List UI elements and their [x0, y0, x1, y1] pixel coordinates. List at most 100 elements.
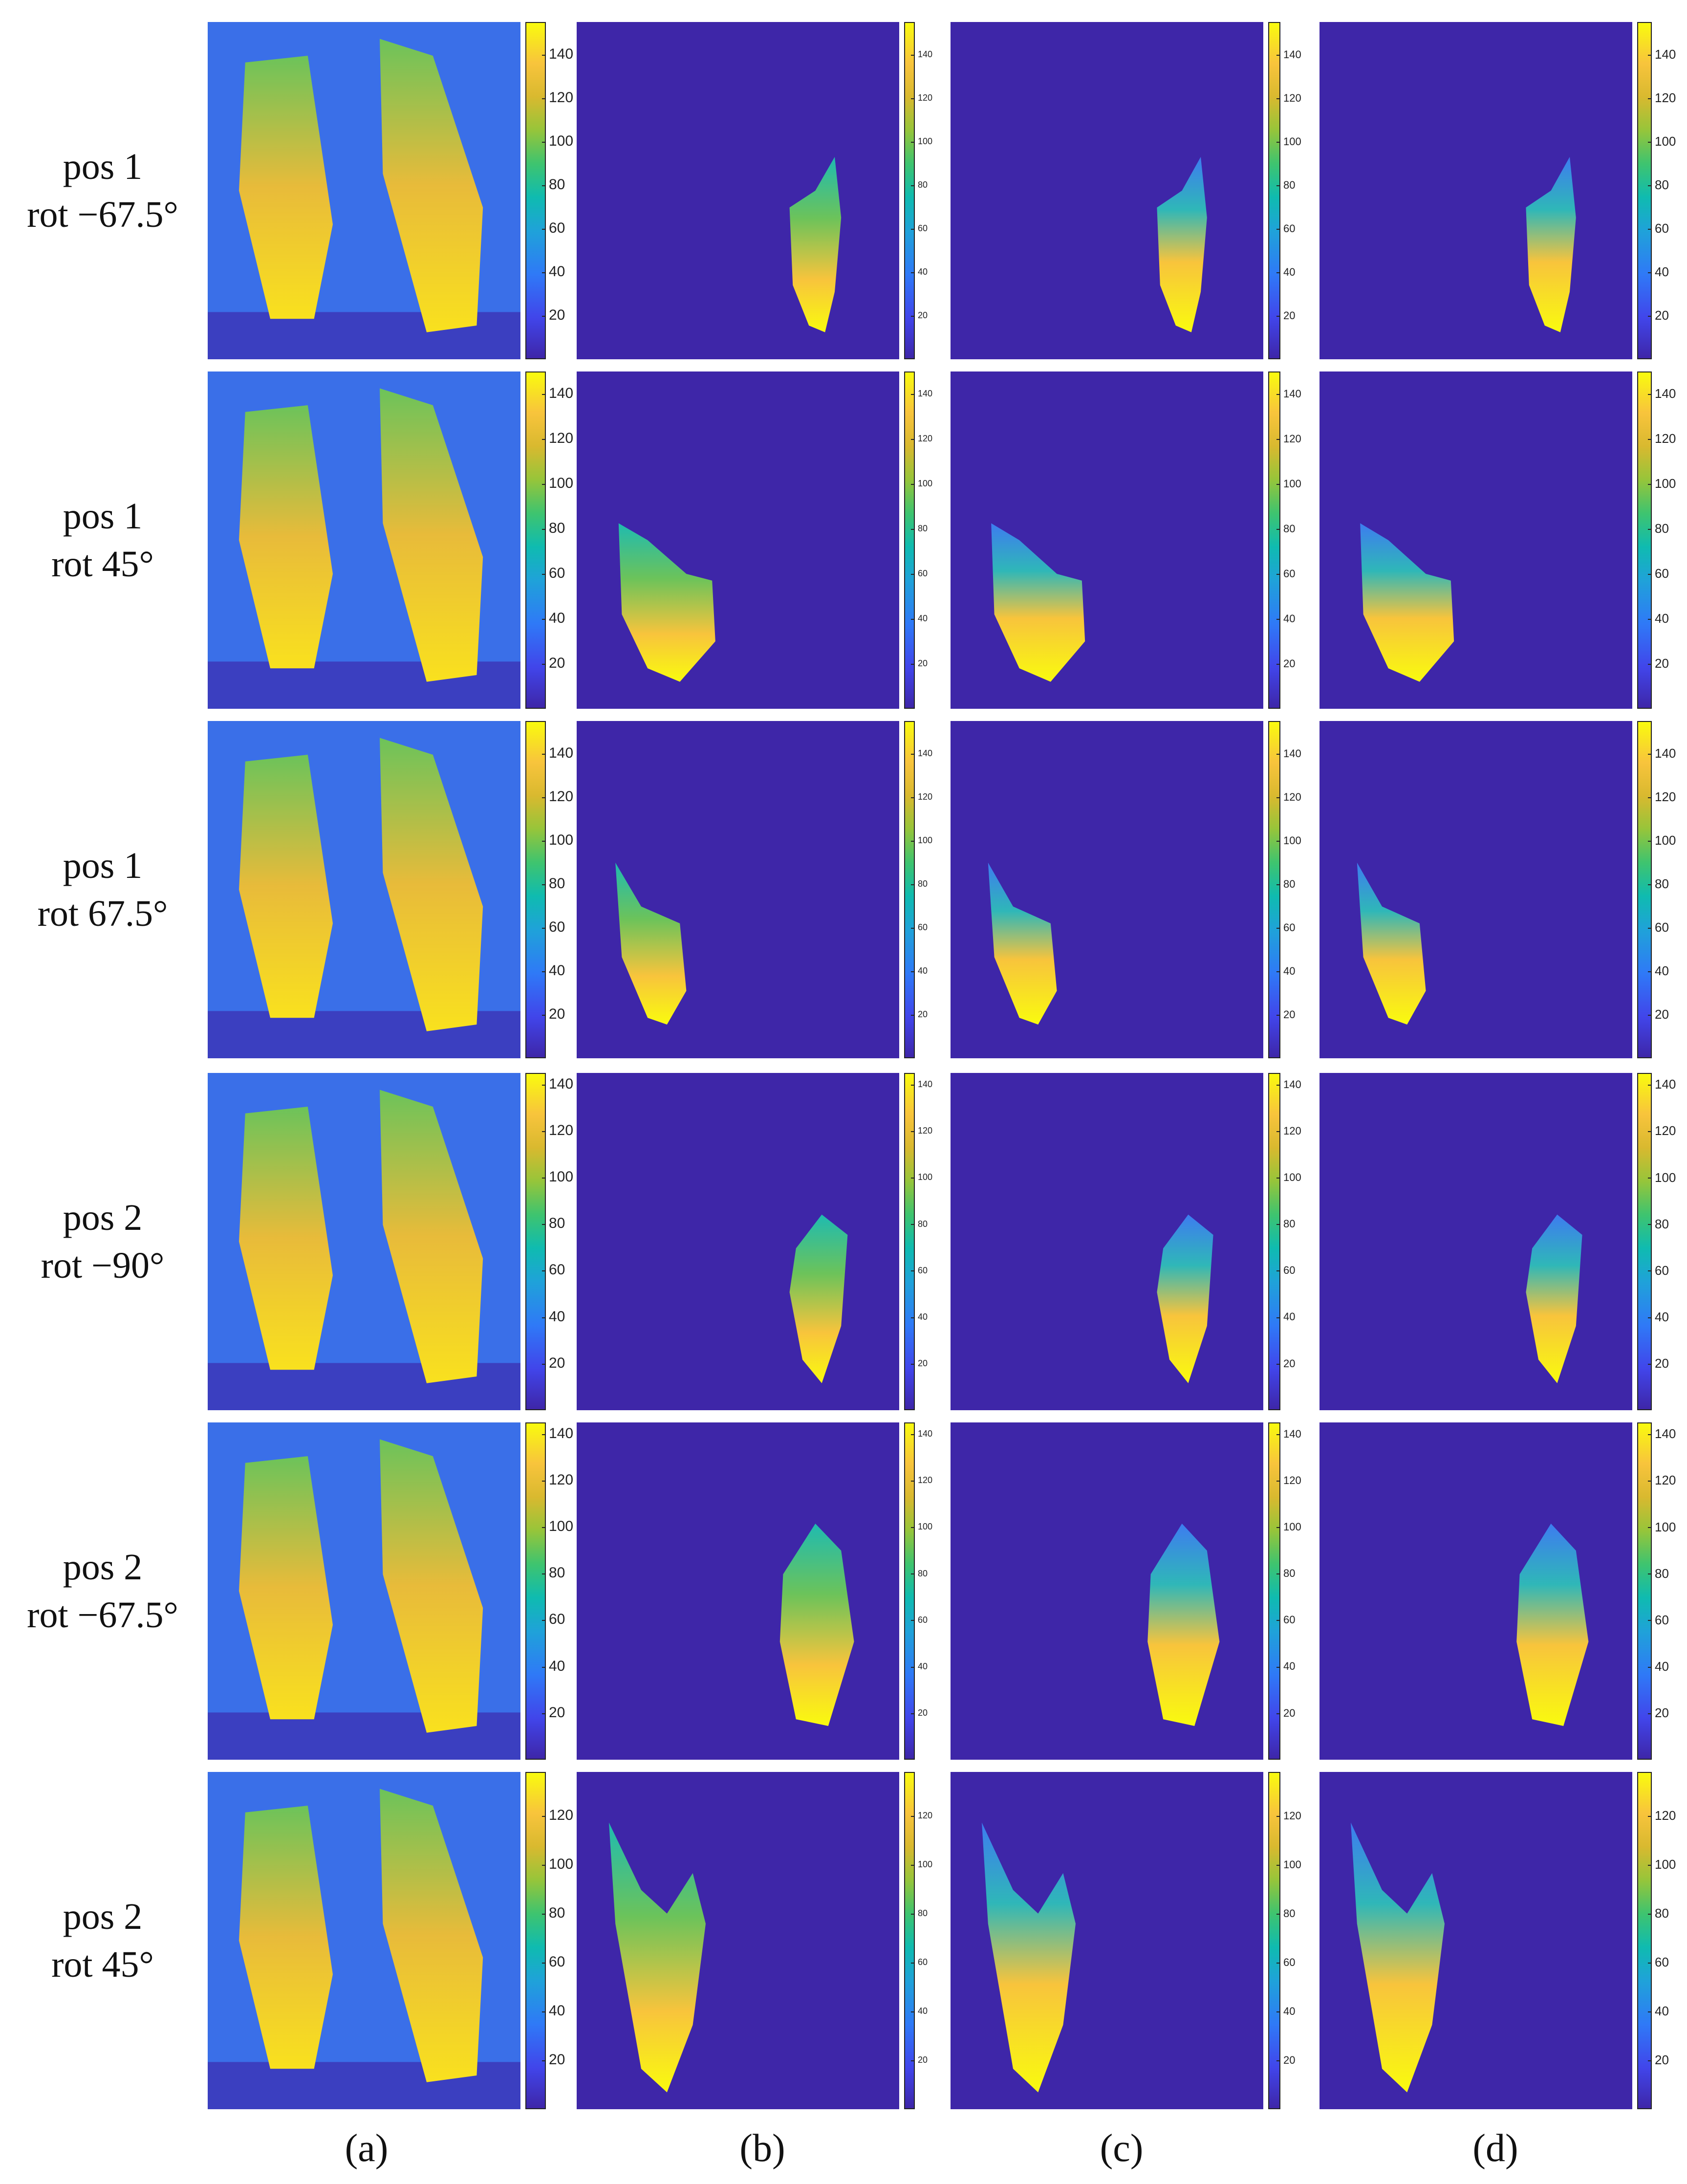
colorbar-tick-label: 120 — [1283, 790, 1301, 803]
colorbar-tick-label: 20 — [918, 2055, 928, 2065]
colorbar-tick-mark — [542, 185, 546, 186]
segmented-region — [988, 862, 1057, 1025]
colorbar-tick-label: 60 — [1655, 566, 1669, 581]
colorbar-tick-label: 20 — [1283, 1008, 1296, 1021]
colorbar-tick-mark — [1276, 574, 1280, 575]
colorbar-tick-label: 140 — [1283, 747, 1301, 760]
row-label-rotation: rot 45° — [51, 1944, 154, 1985]
colorbar-tick-label: 120 — [1283, 432, 1301, 445]
colorbar-tick-label: 120 — [1655, 789, 1676, 805]
colorbar-tick-mark — [542, 1620, 546, 1621]
panel-a — [208, 721, 520, 1058]
colorbar-tick-mark — [911, 529, 915, 530]
colorbar-tick-mark — [542, 1270, 546, 1272]
panel-c — [951, 721, 1263, 1058]
colorbar-tick-mark — [542, 1224, 546, 1225]
colorbar-tick-mark — [1276, 1084, 1280, 1086]
colorbar-tick-label: 60 — [918, 922, 928, 933]
colorbar-tick-mark — [911, 439, 915, 440]
colorbar-tick-label: 80 — [918, 1568, 928, 1578]
colorbar-tick-mark — [911, 272, 915, 273]
colorbar — [904, 1073, 915, 1410]
colorbar-tick-label: 140 — [918, 1428, 933, 1439]
colorbar-tick-label: 40 — [1283, 1310, 1296, 1323]
row-label: pos 1 rot −67.5° — [0, 143, 205, 239]
colorbar-tick-mark — [1648, 1816, 1652, 1817]
colorbar-tick-mark — [1648, 315, 1652, 317]
colorbar-tick-mark — [911, 797, 915, 798]
colorbar-tick-mark — [1276, 1014, 1280, 1016]
colorbar-tick-label: 20 — [1655, 1356, 1669, 1371]
colorbar-tick-label: 100 — [1283, 135, 1301, 148]
colorbar-tick-label: 20 — [549, 1005, 565, 1022]
colorbar-tick-mark — [542, 529, 546, 530]
colorbar-tick-label: 40 — [1655, 1310, 1669, 1325]
colorbar-tick-label: 140 — [549, 1425, 574, 1441]
colorbar-tick-label: 20 — [1283, 1706, 1296, 1719]
colorbar-tick-mark — [911, 840, 915, 842]
colorbar-tick-label: 40 — [918, 966, 928, 976]
colorbar-tick-mark — [911, 54, 915, 56]
colorbar-tick-label: 80 — [918, 1908, 928, 1919]
colorbar-tick-label: 140 — [1655, 386, 1676, 401]
colorbar-tick-label: 60 — [1283, 1264, 1296, 1277]
panel-b — [577, 371, 899, 709]
colorbar-tick-label: 140 — [1655, 746, 1676, 761]
colorbar-tick-mark — [542, 753, 546, 755]
colorbar — [1268, 721, 1280, 1058]
colorbar-tick-mark — [1648, 1317, 1652, 1318]
segmented-region — [1157, 1214, 1213, 1383]
segmented-region — [991, 523, 1085, 682]
colorbar-tick-mark — [1276, 1131, 1280, 1132]
colorbar-tick-label: 120 — [1283, 1474, 1301, 1486]
colorbar-tick-mark — [1648, 1713, 1652, 1714]
colorbar-tick-label: 60 — [549, 918, 565, 935]
segmented-region — [1351, 1822, 1445, 2093]
colorbar-tick-label: 120 — [1283, 1809, 1301, 1822]
colorbar-tick-mark — [911, 1527, 915, 1529]
colorbar-tick-mark — [1648, 1573, 1652, 1575]
colorbar-tick-label: 60 — [549, 1954, 565, 1970]
colorbar-tick-mark — [1276, 1816, 1280, 1817]
panel-b — [577, 22, 899, 359]
row-label-rotation: rot 67.5° — [37, 893, 168, 934]
colorbar-tick-mark — [1648, 1865, 1652, 1866]
colorbar-tick-mark — [1648, 1527, 1652, 1529]
colorbar-tick-mark — [911, 1178, 915, 1179]
colorbar-tick-mark — [542, 1317, 546, 1318]
colorbar-tick-label: 120 — [1655, 1473, 1676, 1488]
colorbar-tick-label: 20 — [1283, 309, 1296, 322]
colorbar-tick-label: 40 — [1283, 265, 1296, 278]
colorbar-tick-label: 60 — [549, 565, 565, 581]
colorbar-tick-label: 40 — [1655, 2004, 1669, 2019]
colorbar-tick-label: 80 — [549, 1215, 565, 1232]
colorbar-tick-mark — [542, 141, 546, 143]
colorbar-tick-label: 100 — [918, 136, 933, 147]
colorbar-tick-label: 100 — [549, 132, 574, 149]
segmented-region — [789, 1214, 848, 1383]
colorbar-tick-label: 120 — [1655, 431, 1676, 446]
colorbar-tick-label: 140 — [1283, 387, 1301, 400]
colorbar-tick-mark — [1648, 1914, 1652, 1915]
colorbar-tick-mark — [911, 1224, 915, 1225]
colorbar-tick-mark — [1648, 797, 1652, 798]
colorbar-tick-mark — [1648, 619, 1652, 620]
colorbar-tick-mark — [1276, 1434, 1280, 1435]
segmented-region — [779, 1524, 854, 1726]
colorbar-tick-label: 120 — [549, 430, 574, 446]
colorbar-tick-label: 80 — [1283, 1907, 1296, 1920]
colorbar-tick-mark — [1648, 971, 1652, 972]
colorbar-tick-label: 100 — [549, 831, 574, 848]
colorbar-tick-label: 40 — [918, 1311, 928, 1322]
colorbar-tick-mark — [542, 1084, 546, 1086]
colorbar-tick-mark — [1276, 664, 1280, 665]
panel-c — [951, 1073, 1263, 1410]
colorbar-tick-mark — [1648, 1014, 1652, 1016]
colorbar-tick-label: 100 — [1655, 1170, 1676, 1185]
row-label: pos 2 rot −90° — [0, 1194, 205, 1289]
colorbar-tick-label: 140 — [549, 385, 574, 401]
colorbar-tick-label: 60 — [918, 223, 928, 234]
colorbar-tick-mark — [1648, 1131, 1652, 1132]
colorbar-tick-mark — [542, 98, 546, 99]
panel-d — [1319, 1073, 1632, 1410]
